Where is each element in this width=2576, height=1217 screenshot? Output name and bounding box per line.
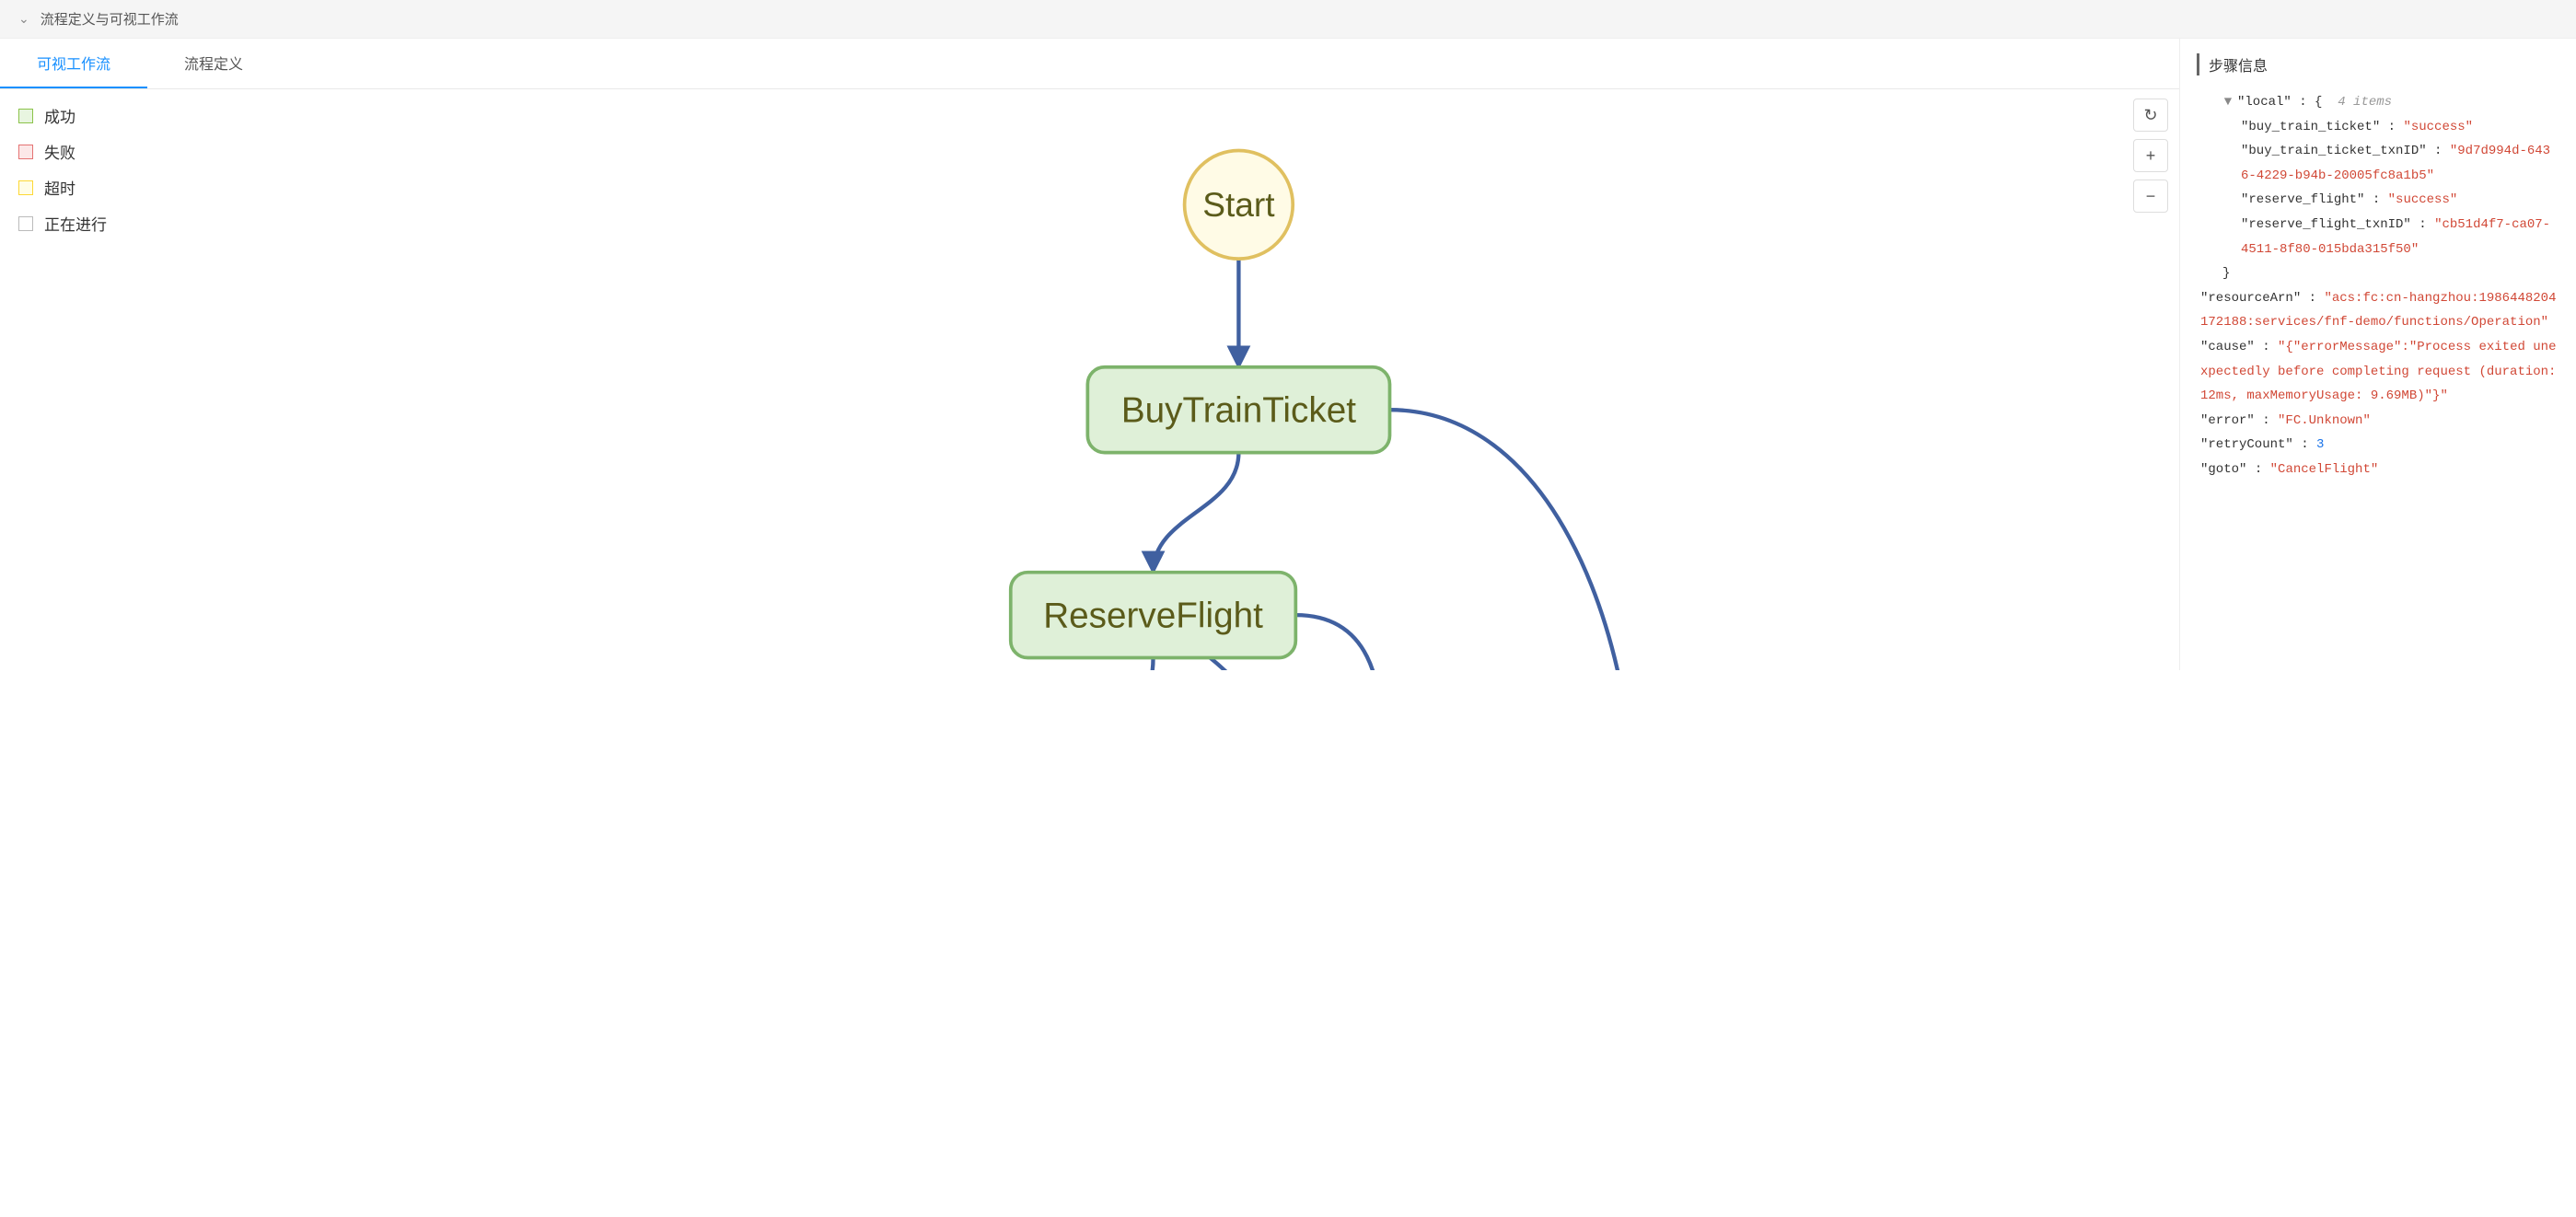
json-line: "buy_train_ticket" : "success" bbox=[2200, 115, 2558, 140]
legend-timeout-label: 超时 bbox=[44, 176, 75, 199]
json-line: "retryCount" : 3 bbox=[2200, 433, 2558, 458]
json-line: "error" : "FC.Unknown" bbox=[2200, 409, 2558, 434]
tab-visual-workflow[interactable]: 可视工作流 bbox=[0, 39, 147, 88]
zoom-out-button[interactable]: − bbox=[2133, 180, 2168, 213]
legend-running-swatch bbox=[18, 216, 33, 231]
workflow-canvas[interactable]: StartBuyTrainTicketReserveFlightReserveH… bbox=[184, 89, 2179, 670]
chevron-down-icon: ⌄ bbox=[18, 11, 29, 27]
legend: 成功 失败 超时 正在进行 bbox=[0, 89, 184, 670]
workflow-edge bbox=[1210, 658, 1343, 670]
workflow-node-start[interactable]: Start bbox=[1185, 151, 1294, 260]
workflow-svg: StartBuyTrainTicketReserveFlightReserveH… bbox=[184, 89, 2179, 670]
json-line: "reserve_flight_txnID" : "cb51d4f7-ca07-… bbox=[2200, 213, 2558, 261]
workflow-edge bbox=[1113, 658, 1153, 670]
legend-running: 正在进行 bbox=[18, 212, 166, 235]
legend-success: 成功 bbox=[18, 104, 166, 127]
refresh-button[interactable]: ↻ bbox=[2133, 99, 2168, 132]
legend-fail: 失败 bbox=[18, 140, 166, 163]
legend-success-swatch bbox=[18, 109, 33, 123]
json-line: "cause" : "{"errorMessage":"Process exit… bbox=[2200, 335, 2558, 409]
json-viewer[interactable]: ▼"local" : { 4 items"buy_train_ticket" :… bbox=[2197, 90, 2565, 655]
json-line: } bbox=[2197, 482, 2558, 507]
workflow-edge bbox=[1154, 453, 1239, 573]
json-line: "reserve_flight" : "success" bbox=[2200, 188, 2558, 213]
svg-text:ReserveFlight: ReserveFlight bbox=[1043, 596, 1263, 635]
json-line: "goto" : "CancelFlight" bbox=[2200, 458, 2558, 482]
canvas-controls: ↻ + − bbox=[2133, 99, 2168, 213]
tabs: 可视工作流 流程定义 bbox=[0, 39, 2179, 89]
legend-fail-swatch bbox=[18, 145, 33, 159]
workflow-node-buy[interactable]: BuyTrainTicket bbox=[1087, 367, 1389, 453]
json-line: } bbox=[2200, 261, 2558, 286]
json-line: ▼"local" : { 4 items bbox=[2200, 90, 2558, 115]
json-line: "buy_train_ticket_txnID" : "9d7d994d-643… bbox=[2200, 139, 2558, 188]
step-info-title: 步骤信息 bbox=[2197, 53, 2565, 75]
svg-text:BuyTrainTicket: BuyTrainTicket bbox=[1121, 391, 1356, 431]
workflow-edge bbox=[1290, 615, 1380, 670]
svg-text:Start: Start bbox=[1202, 185, 1275, 224]
section-header[interactable]: ⌄ 流程定义与可视工作流 bbox=[0, 0, 2576, 39]
legend-timeout: 超时 bbox=[18, 176, 166, 199]
section-title: 流程定义与可视工作流 bbox=[41, 9, 179, 29]
workflow-edge bbox=[1389, 410, 1636, 670]
legend-timeout-swatch bbox=[18, 180, 33, 195]
right-pane: 步骤信息 ▼"local" : { 4 items"buy_train_tick… bbox=[2180, 39, 2576, 670]
tab-process-definition[interactable]: 流程定义 bbox=[147, 39, 280, 88]
legend-running-label: 正在进行 bbox=[44, 212, 107, 235]
zoom-in-button[interactable]: + bbox=[2133, 139, 2168, 172]
json-line: "resourceArn" : "acs:fc:cn-hangzhou:1986… bbox=[2200, 286, 2558, 335]
workflow-node-rflight[interactable]: ReserveFlight bbox=[1011, 573, 1296, 658]
legend-success-label: 成功 bbox=[44, 104, 75, 127]
left-pane: 可视工作流 流程定义 成功 失败 超时 正在进行 bbox=[0, 39, 2180, 670]
legend-fail-label: 失败 bbox=[44, 140, 75, 163]
